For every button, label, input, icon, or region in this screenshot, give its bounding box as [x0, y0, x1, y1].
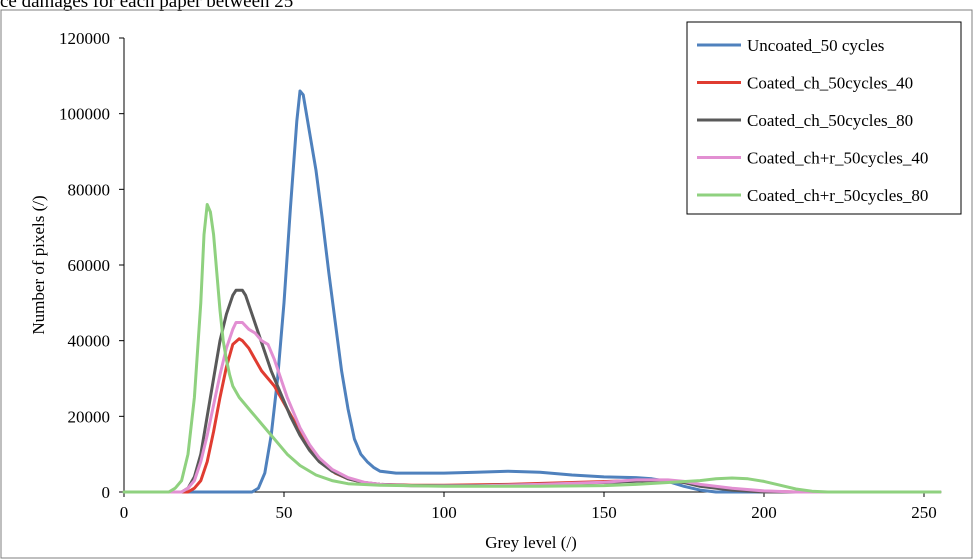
series-line-1 [122, 89, 942, 494]
series-lines [122, 89, 942, 494]
legend-label: Uncoated_50 cycles [747, 36, 884, 55]
y-tick-label: 20000 [68, 407, 111, 426]
x-tick-label: 250 [911, 503, 937, 522]
axes: 0 20000 40000 60000 80000 100000 120000 0 50 100 1… [59, 29, 940, 522]
y-tick-label: 40000 [68, 332, 111, 351]
series-line-5 [122, 203, 942, 494]
x-tick-label: 0 [120, 503, 129, 522]
series-line-4 [122, 321, 942, 494]
x-tick-label: 100 [431, 503, 457, 522]
y-tick-label: 120000 [59, 29, 110, 48]
x-tick-label: 50 [276, 503, 293, 522]
legend: Uncoated_50 cycles Coated_ch_50cycles_40 C… [686, 21, 962, 215]
series-line-3 [122, 288, 942, 494]
y-tick-label: 0 [102, 483, 111, 502]
figure-caption-fragment: ce damages for each paper between 25 [0, 0, 294, 12]
legend-label: Coated_ch+r_50cycles_40 [747, 149, 928, 168]
y-tick-label: 60000 [68, 256, 111, 275]
y-axis-label: Number of pixels (/) [29, 195, 48, 334]
chart-border [0, 9, 973, 559]
x-tick-label: 200 [751, 503, 777, 522]
y-tick-label: 100000 [59, 105, 110, 124]
x-tick-label: 150 [591, 503, 617, 522]
x-axis-label: Grey level (/) [485, 533, 577, 552]
series-line-2 [122, 337, 942, 494]
y-tick-label: 80000 [68, 180, 111, 199]
legend-label: Coated_ch_50cycles_80 [747, 111, 913, 130]
legend-box [686, 21, 962, 215]
legend-label: Coated_ch_50cycles_40 [747, 74, 913, 93]
legend-label: Coated_ch+r_50cycles_80 [747, 186, 928, 205]
